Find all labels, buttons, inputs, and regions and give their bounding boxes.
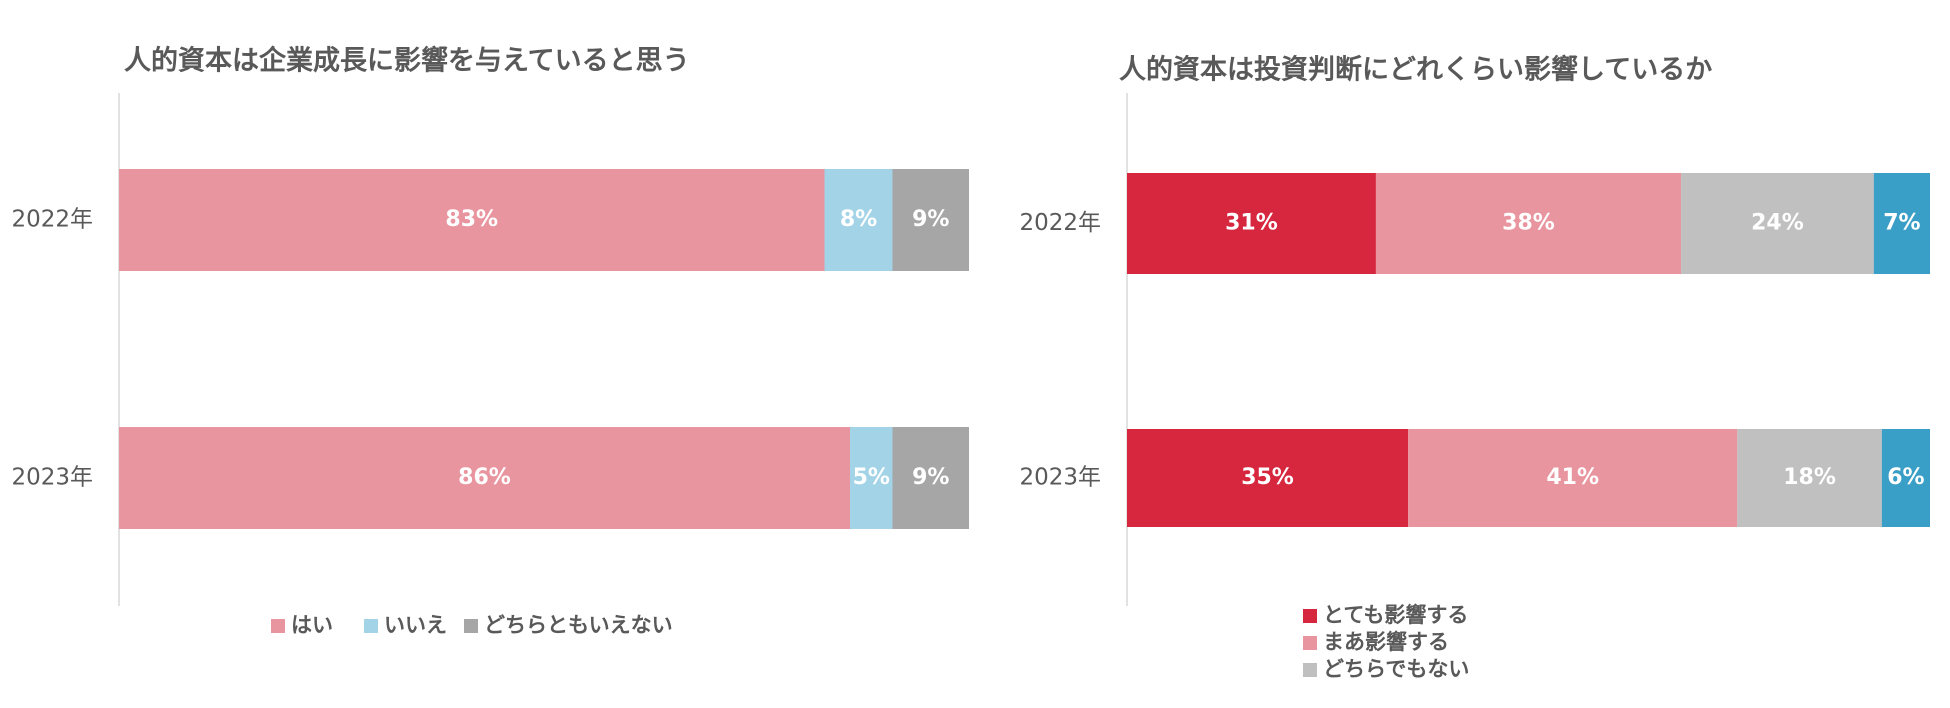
value-label: 18% [1783, 465, 1836, 490]
legend-label: いいえ [384, 613, 447, 637]
value-label: 8% [840, 207, 877, 232]
category-label: 2023年 [11, 465, 93, 491]
bar-segment [850, 427, 893, 529]
value-label: 5% [853, 465, 890, 490]
value-label: 7% [1883, 211, 1920, 236]
value-label: 9% [912, 207, 949, 232]
bar-segment [1127, 429, 1409, 527]
legend-label: とても影響する [1323, 603, 1468, 627]
category-label: 2022年 [11, 207, 93, 233]
legend-swatch [364, 619, 378, 633]
bar-segment [119, 169, 825, 271]
legend-label: まあ影響する [1323, 630, 1449, 654]
bar-segment [119, 427, 850, 529]
legend-label: どちらともいえない [484, 613, 673, 637]
legend-swatch [1303, 663, 1317, 677]
value-label: 24% [1751, 211, 1804, 236]
value-label: 38% [1502, 211, 1555, 236]
legend-swatch [1303, 609, 1317, 623]
bar-segment [1873, 173, 1930, 274]
chart-title: 人的資本は企業成長に影響を与えていると思う [124, 45, 690, 77]
legend-label: はい [291, 613, 333, 637]
category-label: 2023年 [1019, 465, 1101, 491]
chart-title: 人的資本は投資判断にどれくらい影響しているか [1119, 54, 1712, 86]
legend-label: どちらでもない [1323, 657, 1469, 681]
legend-swatch [271, 619, 285, 633]
bar-segment [824, 169, 893, 271]
value-label: 9% [912, 465, 949, 490]
value-label: 86% [458, 465, 511, 490]
bar-segment [1375, 173, 1682, 274]
bar-segment [1127, 173, 1376, 274]
value-label: 83% [445, 207, 498, 232]
value-label: 6% [1887, 465, 1924, 490]
bar-segment [892, 427, 969, 529]
bar-segment [1737, 429, 1882, 527]
bar-segment [1881, 429, 1930, 527]
bar-segment [1681, 173, 1874, 274]
legend-swatch [1303, 636, 1317, 650]
category-label: 2022年 [1019, 210, 1101, 236]
value-label: 31% [1225, 211, 1278, 236]
value-label: 35% [1241, 465, 1294, 490]
value-label: 41% [1546, 465, 1599, 490]
bar-segment [1408, 429, 1738, 527]
bar-segment [892, 169, 969, 271]
legend-swatch [464, 619, 478, 633]
